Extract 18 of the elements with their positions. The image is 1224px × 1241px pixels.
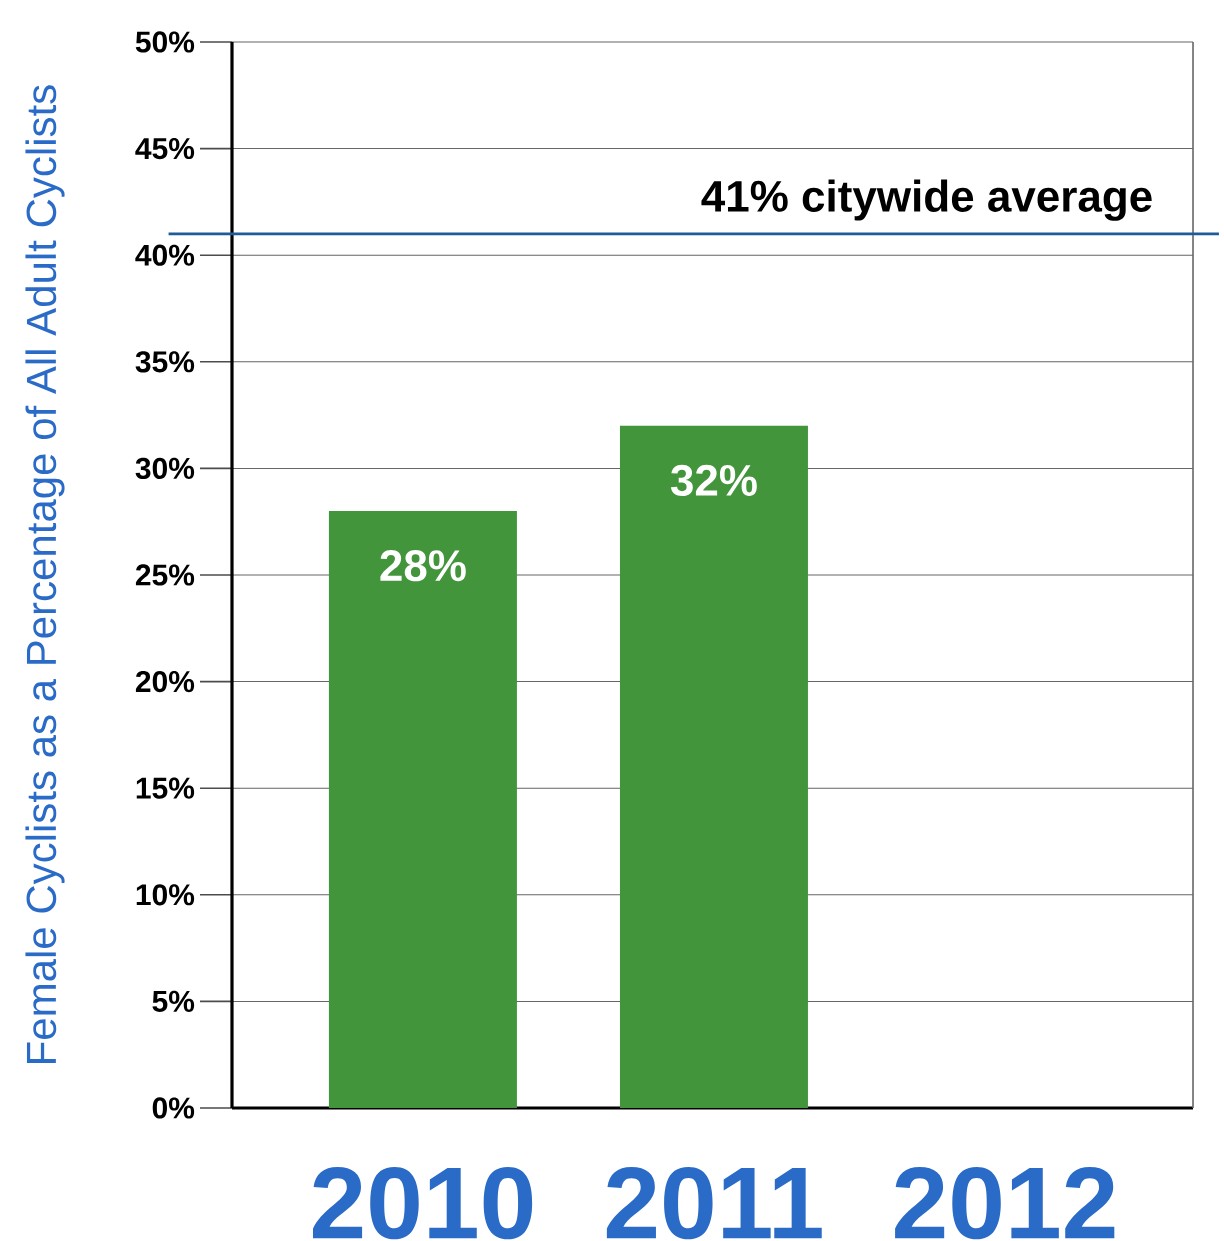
y-tick-label: 5% — [152, 990, 195, 1012]
y-tick-label: 30% — [135, 457, 195, 480]
y-axis-title: Female Cyclists as a Percentage of All Adult Cyclists — [25, 85, 65, 1063]
y-tick-label: 10% — [136, 884, 195, 906]
y-tick-label: 0% — [152, 1097, 195, 1119]
y-tick-label: 45% — [135, 138, 195, 160]
y-tick-label: 25% — [135, 564, 195, 586]
y-tick-label: 35% — [135, 351, 195, 373]
data-label: 28% — [380, 550, 466, 582]
y-tick-label: 15% — [136, 777, 195, 799]
x-tick-label: 2011 — [606, 1167, 822, 1240]
y-tick-label: 50% — [135, 31, 195, 53]
data-label: 32% — [670, 464, 757, 497]
y-tick-label: 40% — [135, 244, 195, 266]
x-tick-label: 2010 — [313, 1167, 533, 1240]
x-tick-label: 2012 — [895, 1167, 1115, 1240]
y-tick-label: 20% — [135, 670, 195, 693]
ref-line-label: 41% citywide average — [701, 179, 1152, 221]
